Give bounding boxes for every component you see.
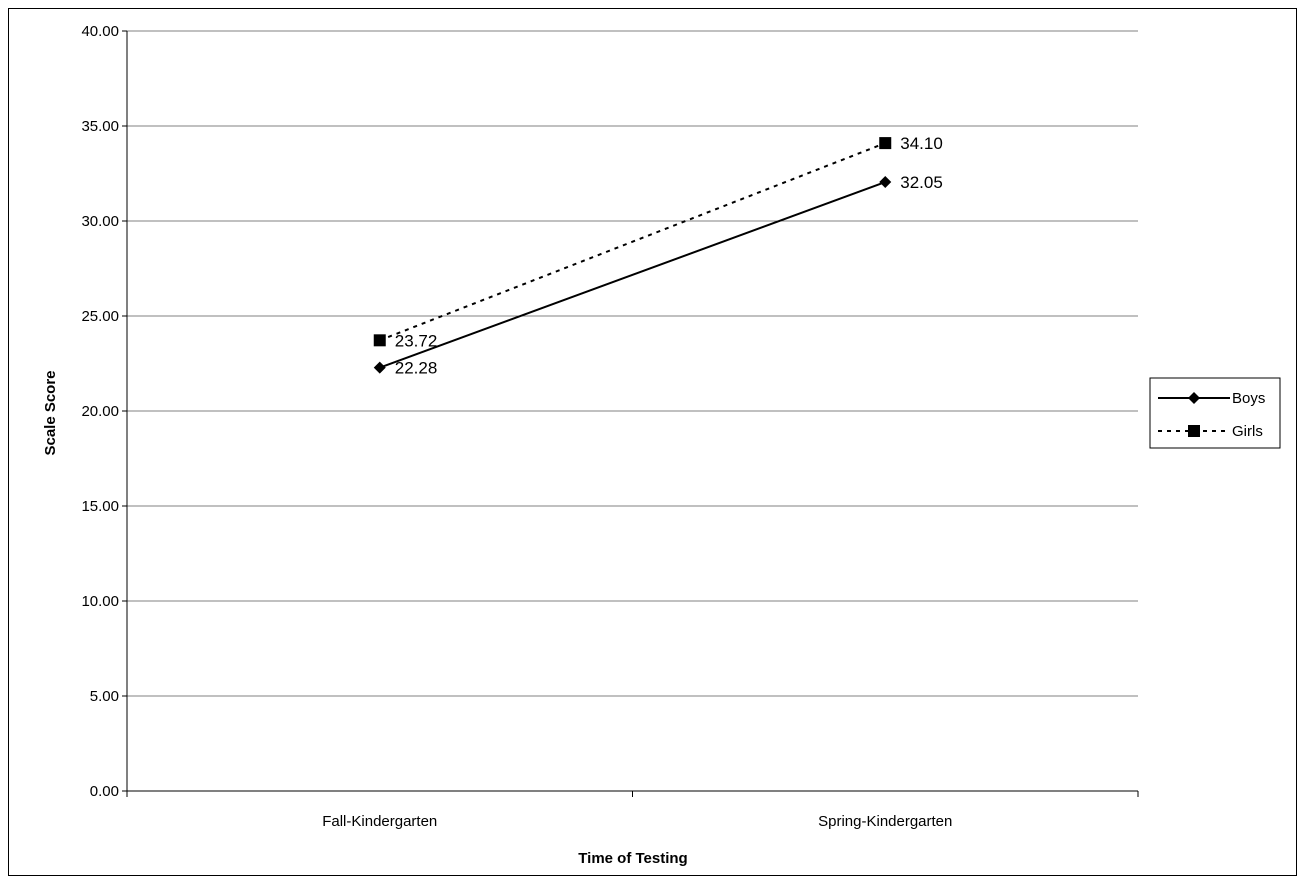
y-tick-label: 30.00 bbox=[81, 213, 119, 230]
legend-marker-girls bbox=[1188, 425, 1200, 437]
y-ticks: 0.00 5.00 10.00 15.00 20.00 25.00 30.00 35.00 40… bbox=[81, 23, 127, 800]
data-label-boys: 22.28 bbox=[395, 359, 438, 378]
data-label-girls: 34.10 bbox=[900, 134, 943, 153]
data-point-girls bbox=[373, 334, 386, 347]
y-tick-label: 15.00 bbox=[81, 498, 119, 515]
x-tick-label: Fall-Kindergarten bbox=[322, 813, 437, 830]
data-labels: 22.28 32.05 23.72 34.10 bbox=[395, 134, 943, 378]
data-point-girls bbox=[879, 137, 892, 150]
series-line-girls bbox=[379, 142, 886, 342]
data-point-boys bbox=[373, 361, 386, 374]
legend-marker-boys bbox=[1188, 392, 1200, 404]
series-line-boys bbox=[379, 181, 886, 369]
x-ticks: Fall-Kindergarten Spring-Kindergarten bbox=[126, 791, 1139, 830]
legend-label-girls: Girls bbox=[1232, 423, 1263, 440]
x-tick-label: Spring-Kindergarten bbox=[818, 813, 952, 830]
y-tick-label: 5.00 bbox=[90, 688, 119, 705]
y-tick-label: 20.00 bbox=[81, 403, 119, 420]
legend-items: Boys Girls bbox=[1158, 390, 1265, 440]
series bbox=[373, 137, 892, 374]
chart-frame bbox=[8, 8, 1297, 876]
data-point-boys bbox=[879, 176, 892, 189]
y-tick-label: 0.00 bbox=[90, 783, 119, 800]
y-tick-label: 40.00 bbox=[81, 23, 119, 40]
y-tick-label: 35.00 bbox=[81, 118, 119, 135]
gridlines bbox=[127, 30, 1138, 697]
y-tick-label: 25.00 bbox=[81, 308, 119, 325]
x-axis-title: Time of Testing bbox=[578, 850, 687, 867]
legend-box bbox=[1149, 377, 1281, 449]
legend-label-boys: Boys bbox=[1232, 390, 1265, 407]
legend: Boys Girls bbox=[1149, 377, 1281, 449]
y-axis-title: Scale Score bbox=[42, 370, 59, 455]
data-label-girls: 23.72 bbox=[395, 331, 438, 350]
y-tick-label: 10.00 bbox=[81, 593, 119, 610]
data-label-boys: 32.05 bbox=[900, 173, 943, 192]
